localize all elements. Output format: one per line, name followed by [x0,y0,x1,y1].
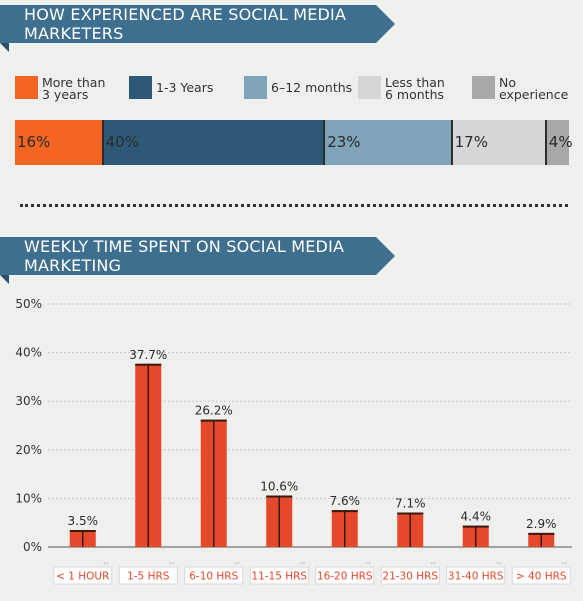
legend-label: More than 3 years [42,75,106,102]
legend-item-1-3-years: 1-3 Years [129,76,213,99]
x-category-label: 21-30 HRS [382,571,438,583]
weekly-time-bar-chart: 0% 10% 20% 30% 40% 50% 3.5% < 1 HOUR 37.7% 1-5 HR… [15,297,572,585]
legend-label: No experience [499,75,569,102]
legend-label: Less than 6 months [385,75,445,102]
experience-stacked-bar: 16% 40% 23% 17% 4% [15,120,573,165]
x-category-label: 6-10 HRS [189,571,238,583]
legend-item-6-12-months: 6–12 months [244,76,352,99]
category-tag [184,566,244,585]
legend-item-more-than-3-years: More than 3 years [15,76,108,101]
legend-swatch [472,76,495,99]
bar-value-label: 2.9% [526,517,557,531]
category-tag [315,566,375,585]
x-category-label: 16-20 HRS [317,571,373,583]
category-tag [249,566,309,585]
segment-label: 40% [105,133,139,151]
segment-label: 4% [548,133,573,151]
segment-label: 16% [17,133,51,151]
x-category-label: < 1 HOUR [56,571,109,583]
stacked-segment: 40% [103,120,326,165]
category-tag [53,566,113,585]
y-tick-label: 10% [15,491,42,505]
section-title-text: HOW EXPERIENCED ARE SOCIAL MEDIA MARKETE… [24,5,347,43]
y-tick-label: 0% [23,540,42,554]
bar-value-label: 4.4% [461,510,492,524]
x-category-label: > 40 HRS [516,571,567,583]
legend-swatch [358,76,381,99]
stacked-segment: 16% [15,120,104,165]
y-tick-label: 40% [15,346,42,360]
stacked-segment: 4% [546,120,573,165]
y-tick-label: 20% [15,443,42,457]
category-tag [446,566,506,585]
section-title-weekly-time: WEEKLY TIME SPENT ON SOCIAL MEDIA MARKET… [0,237,395,284]
legend-item-less-than-6-months: Less than 6 months [358,76,449,101]
segment-label: 17% [454,133,488,151]
y-tick-label: 50% [15,297,42,311]
bar-value-label: 7.1% [395,496,426,510]
legend-label: 6–12 months [271,80,353,95]
segment-label: 23% [327,133,361,151]
legend-swatch [129,76,152,99]
stacked-segment: 23% [325,120,453,165]
bar-value-label: 37.7% [129,348,167,362]
legend-swatch [15,76,38,99]
section-title-experience: HOW EXPERIENCED ARE SOCIAL MEDIA MARKETE… [0,5,395,52]
legend-swatch [244,76,267,99]
bar-value-label: 7.6% [330,494,361,508]
y-tick-label: 30% [15,394,42,408]
stacked-segment: 17% [452,120,547,165]
section-title-text: WEEKLY TIME SPENT ON SOCIAL MEDIA MARKET… [24,237,345,275]
x-category-label: 11-15 HRS [251,571,307,583]
bar-value-label: 26.2% [195,404,233,418]
x-category-label: 1-5 HRS [127,571,170,583]
section-divider [20,204,568,207]
category-tag [380,566,440,585]
bar-value-label: 3.5% [68,514,99,528]
category-tag [118,566,178,585]
x-category-label: 31-40 HRS [448,571,504,583]
legend-item-no-experience: No experience [472,76,569,101]
bar-value-label: 10.6% [260,479,298,493]
category-tag [511,566,571,585]
legend-label: 1-3 Years [156,80,214,95]
